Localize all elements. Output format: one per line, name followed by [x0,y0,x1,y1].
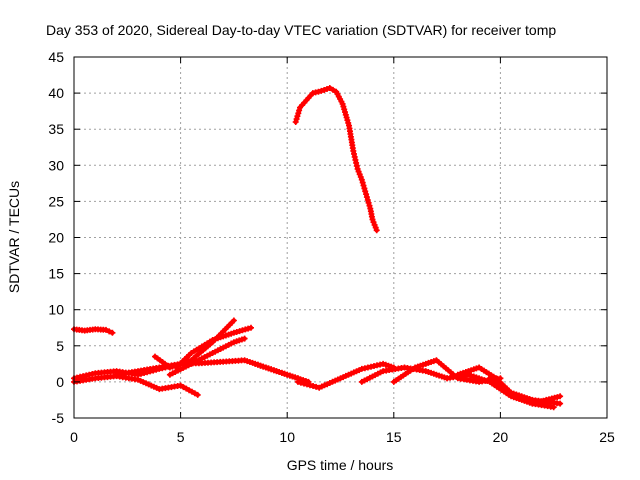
data-point [304,381,310,388]
data-point [318,87,325,94]
data-point [297,379,304,386]
data-point [310,383,317,389]
data-point [109,329,116,336]
series-layer [71,85,564,411]
data-point [550,404,557,411]
data-point [296,107,303,114]
data-point [353,162,360,169]
data-point [330,86,336,93]
data-point [106,328,113,335]
data-point [295,110,302,117]
data-point [292,119,299,125]
series-track-h [294,360,397,391]
series-band [293,85,379,233]
data-point [294,113,301,120]
y-tick-label: -5 [52,410,65,426]
series-track-m [444,371,557,411]
data-point [557,400,564,407]
y-axis-label: SDTVAR / TECUs [6,181,22,293]
y-tick-label: 40 [48,85,64,101]
data-point [233,329,240,335]
x-tick-label: 15 [386,429,402,445]
y-tick-label: 45 [48,49,64,65]
x-tick-label: 0 [70,429,78,445]
x-tick-label: 10 [279,429,295,445]
y-tick-label: 20 [48,230,64,246]
x-tick-label: 20 [493,429,509,445]
data-point [373,227,380,234]
data-point [239,327,246,334]
ticks: 0 5 10 15 20 25 -5 0 5 10 15 20 25 30 35 40 45 [48,49,615,445]
y-tick-label: 25 [48,193,64,209]
data-point [103,326,109,333]
y-tick-label: 30 [48,157,64,173]
y-tick-label: 35 [48,121,64,137]
grid [74,57,607,418]
data-point [360,182,367,189]
data-point [362,188,369,195]
data-point [313,383,320,390]
series-high-arc [292,85,380,234]
data-point [365,199,372,206]
series-early-high [71,326,116,336]
data-point [230,317,237,324]
y-tick-label: 5 [56,338,64,354]
data-point [194,391,201,398]
data-point [241,335,248,342]
data-point [326,85,333,91]
data-point [294,378,301,385]
data-point [363,194,370,201]
chart-title: Day 353 of 2020, Sidereal Day-to-day VTE… [46,22,556,38]
data-point [361,185,368,192]
y-tick-label: 10 [48,302,64,318]
data-point [358,176,365,183]
data-point [557,393,564,400]
y-tick-label: 15 [48,266,64,282]
y-tick-label: 0 [56,374,64,390]
x-tick-label: 25 [599,429,615,445]
data-point [245,325,252,332]
x-tick-label: 5 [177,429,185,445]
x-axis-label: GPS time / hours [287,457,394,473]
series-track-b [71,373,201,398]
series-track-e [173,324,254,371]
data-point [248,324,254,331]
series-track-f [166,335,248,378]
